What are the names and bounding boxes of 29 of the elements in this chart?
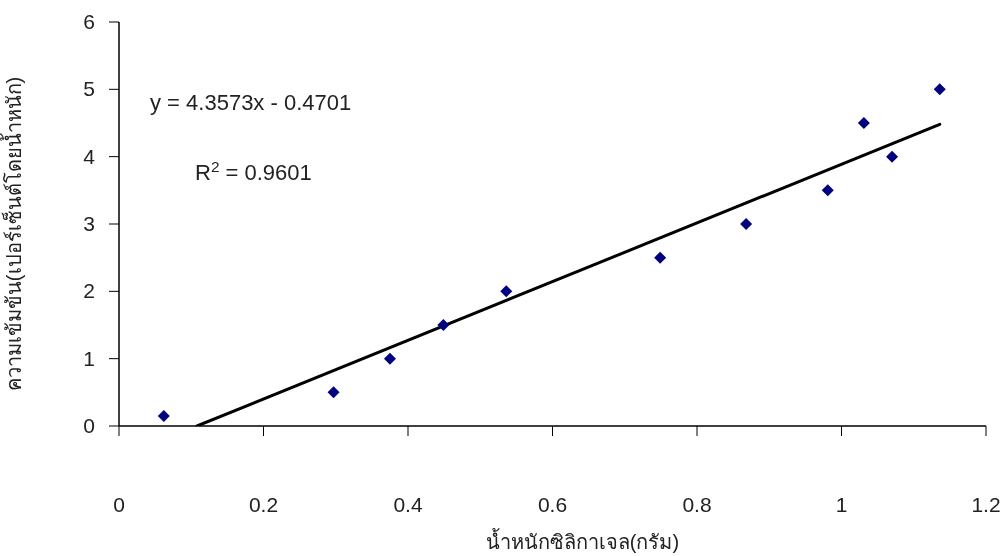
- x-tick-label: 0.6: [537, 493, 568, 516]
- y-tick-label: 6: [83, 10, 95, 33]
- y-tick-label: 0: [83, 414, 95, 437]
- point: [857, 117, 870, 129]
- y-tick-label: 1: [83, 346, 95, 370]
- point: [740, 218, 753, 230]
- y-tick-label: 5: [83, 77, 95, 101]
- x-tick-label: 1: [835, 493, 848, 516]
- x-tick-label: 0.8: [682, 493, 712, 516]
- annotation: y = 4.3573x - 0.4701: [150, 90, 352, 115]
- y-tick-label: 3: [83, 212, 95, 235]
- x-axis-title: น้ำหนักซิลิกาเจล(กรัม): [485, 528, 680, 553]
- y-axis-title: ความเข้มข้น(เปอร์เซ็นต์โดยน้ำหนัก): [0, 76, 25, 392]
- point: [157, 409, 170, 422]
- x-tick-label: 0: [113, 493, 125, 516]
- x-tick-label: 1.2: [971, 493, 1001, 516]
- point: [437, 319, 450, 331]
- point: [886, 150, 899, 163]
- annotation: R$^{2}$ = 0.9601: [195, 157, 312, 185]
- point: [821, 184, 834, 197]
- x-tick-label: 0.4: [393, 493, 423, 516]
- y-tick-label: 4: [83, 144, 96, 168]
- point: [383, 352, 396, 365]
- point: [654, 251, 667, 264]
- point: [933, 83, 946, 96]
- y-tick-label: 2: [83, 279, 95, 303]
- point: [500, 285, 513, 298]
- x-tick-label: 0.2: [248, 493, 279, 516]
- point: [327, 386, 340, 399]
